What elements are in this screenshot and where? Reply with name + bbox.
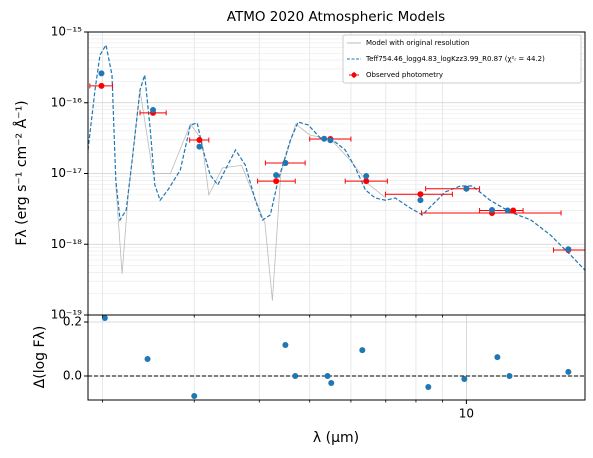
observed-point	[196, 137, 203, 144]
residual-point	[282, 341, 289, 348]
synthetic-point	[196, 143, 203, 150]
residual-point	[565, 368, 572, 375]
residual-point	[144, 355, 151, 362]
synthetic-point	[327, 137, 334, 144]
residual-point	[461, 375, 468, 382]
residual-point	[328, 380, 335, 386]
synthetic-point	[504, 207, 511, 214]
observed-point	[417, 191, 424, 198]
residual-point	[425, 384, 432, 391]
residual-point	[359, 347, 366, 354]
observed-point	[363, 178, 370, 185]
synthetic-point	[363, 173, 370, 180]
legend-label: Observed photometry	[366, 71, 443, 79]
synthetic-point	[417, 197, 424, 204]
legend-box	[342, 34, 582, 84]
residual-point	[292, 372, 299, 379]
synthetic-point	[565, 246, 572, 253]
y-tick-label: 0.0	[63, 368, 82, 382]
residual-point	[494, 354, 501, 361]
synthetic-point	[321, 135, 328, 142]
y-tick-label: 10⁻¹⁶	[51, 95, 82, 109]
y-tick-label: 0.2	[63, 315, 82, 329]
y-tick-label: 10⁻¹⁸	[51, 237, 82, 251]
chart-title: ATMO 2020 Atmospheric Models	[227, 9, 445, 25]
x-axis-label: λ (μm)	[313, 430, 359, 446]
synthetic-point	[282, 159, 289, 166]
legend-label: Model with original resolution	[366, 39, 469, 47]
x-tick-label: 10	[459, 407, 474, 421]
observed-point	[98, 82, 105, 89]
y-axis-label: Fλ (erg s⁻¹ cm⁻² Å⁻¹)	[13, 100, 30, 245]
synthetic-point	[150, 106, 157, 113]
legend-label: Teff754.46_logg4.83_logKzz3.99_R0.87 (χ²…	[365, 55, 545, 63]
residual-point	[101, 315, 108, 321]
y-tick-label: 10⁻¹⁵	[51, 25, 82, 39]
synthetic-point	[463, 185, 470, 192]
synthetic-point	[489, 206, 496, 213]
y-tick-label: 10⁻¹⁹	[51, 308, 82, 322]
plot-frame	[87, 314, 586, 401]
synthetic-point	[98, 70, 105, 77]
observed-point	[510, 207, 517, 214]
legend-swatch	[351, 72, 357, 78]
observed-point	[273, 178, 280, 185]
residual-point	[191, 392, 198, 399]
residual-point	[506, 372, 513, 379]
synthetic-point	[273, 172, 280, 179]
y-tick-label: 10⁻¹⁷	[51, 166, 82, 180]
model-line	[88, 43, 585, 271]
residual-point	[324, 372, 331, 379]
y-axis-label: Δ(log Fλ)	[32, 326, 48, 389]
spectrum-line	[115, 90, 387, 301]
